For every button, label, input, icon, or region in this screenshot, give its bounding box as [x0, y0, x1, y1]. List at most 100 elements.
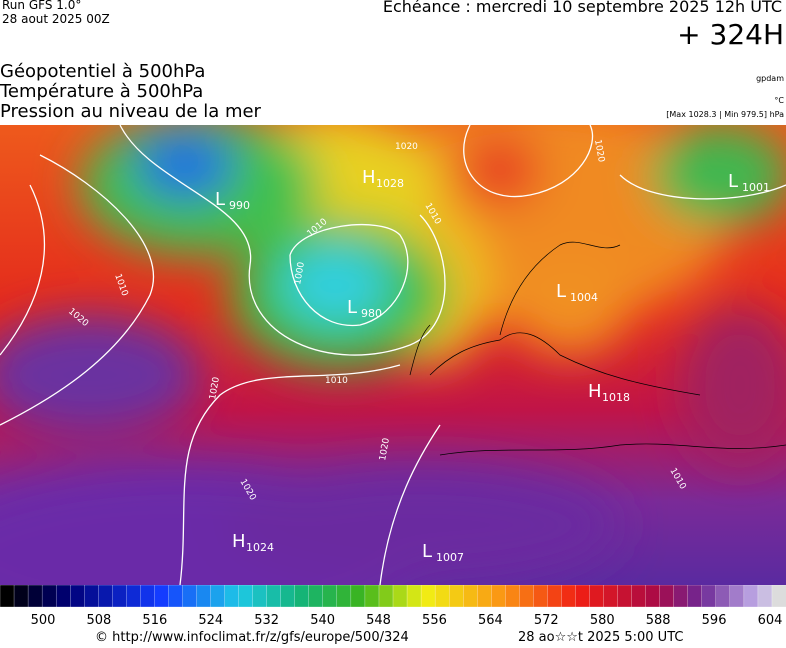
colorbar-label: 572	[534, 613, 559, 628]
pressure-kind: H	[588, 381, 602, 402]
isobar-label: 1000	[293, 261, 307, 286]
colorbar-swatch	[406, 585, 422, 608]
pressure-value: 990	[229, 199, 250, 212]
field: Géopotentiel à 500hPa	[0, 61, 206, 82]
colorbar-swatch	[463, 585, 478, 608]
colorbar-swatch	[392, 585, 408, 608]
colorbar-swatch	[350, 585, 366, 608]
colorbar-swatch	[673, 585, 689, 608]
colorbar-label: 564	[478, 613, 503, 628]
colorbar-swatch	[575, 585, 591, 608]
pressure-value: 980	[361, 307, 382, 320]
colorbar-swatch	[729, 585, 745, 608]
unit: [Max 1028.3 | Min 979.5] hPa	[666, 110, 784, 119]
colorbar-label: 580	[590, 613, 615, 628]
colorbar-swatch	[533, 585, 549, 608]
pressure-kind: H	[362, 167, 376, 188]
colorbar-swatch	[238, 585, 254, 608]
unit: gpdam	[756, 74, 784, 83]
isobar-label: 1010	[325, 376, 348, 386]
colorbar-label: 604	[758, 613, 783, 628]
run: Run GFS 1.0°	[2, 0, 82, 12]
colorbar-swatch	[364, 585, 380, 608]
colorbar-swatch	[589, 585, 605, 608]
valid-time: Echéance : mercredi 10 septembre 2025 12…	[382, 0, 782, 16]
colorbar-swatch	[112, 585, 127, 608]
temperature-field	[0, 125, 786, 585]
colorbar-swatch	[701, 585, 717, 608]
isobar-label: 1020	[378, 437, 392, 462]
colorbar-swatch	[308, 585, 324, 608]
colorbar-swatch	[55, 585, 71, 608]
colorbar-swatch	[182, 585, 198, 608]
colorbar-swatch	[0, 585, 15, 608]
colorbar-swatch	[491, 585, 506, 608]
colorbar-swatch	[266, 585, 282, 608]
colorbar-swatch	[743, 585, 759, 608]
colorbar-swatch	[70, 585, 85, 608]
pressure-value: 1007	[436, 551, 464, 564]
pressure-value: 1001	[742, 181, 770, 194]
isobar-label: 1020	[395, 142, 418, 152]
colorbar-swatch	[140, 585, 156, 608]
isobars	[0, 125, 786, 585]
colorbar-swatch	[687, 585, 703, 608]
colorbar-label: 524	[198, 613, 223, 628]
colorbar-swatch	[126, 585, 142, 608]
colorbar-swatch	[84, 585, 99, 608]
colorbar-swatch	[477, 585, 492, 608]
colorbar-swatch	[224, 585, 240, 608]
colorbar-swatch	[196, 585, 212, 608]
pressure-kind: H	[232, 531, 246, 552]
pressure-kind: L	[422, 541, 432, 562]
colorbar-swatch	[294, 585, 310, 608]
colorbar-swatch	[210, 585, 226, 608]
colorbar-label: 516	[142, 613, 167, 628]
colorbar-swatch	[280, 585, 296, 608]
pressure-value: 1018	[602, 391, 630, 404]
pressure-value: 1024	[246, 541, 274, 554]
colorbar-label: 532	[254, 613, 279, 628]
colorbar-swatch	[27, 585, 43, 608]
colorbar-swatch	[519, 585, 535, 608]
generated: 28 ao☆☆t 2025 5:00 UTC	[518, 630, 684, 645]
field: Température à 500hPa	[0, 81, 204, 102]
colorbar-label: 596	[702, 613, 727, 628]
colorbar-swatch	[252, 585, 268, 608]
unit: °C	[774, 96, 784, 105]
colorbar-swatch	[771, 585, 786, 608]
colorbar-swatch	[715, 585, 731, 608]
pressure-kind: L	[556, 281, 566, 302]
colorbar-swatch	[645, 585, 661, 608]
run-date: 28 aout 2025 00Z	[2, 12, 110, 26]
lead-time: + 324H	[677, 18, 784, 51]
colorbar-label: 556	[422, 613, 447, 628]
isobar-label: 1020	[592, 139, 606, 164]
colorbar-swatch	[98, 585, 113, 608]
colorbar-swatch	[322, 585, 338, 608]
colorbar-swatch	[505, 585, 520, 608]
pressure-kind: L	[728, 171, 738, 192]
colorbar-swatch	[336, 585, 352, 608]
colorbar-swatch	[448, 585, 464, 608]
colorbar-swatch	[631, 585, 647, 608]
colorbar-swatch	[659, 585, 675, 608]
colorbar-swatch	[547, 585, 563, 608]
colorbar-label: 548	[366, 613, 391, 628]
colorbar-swatch	[168, 585, 184, 608]
colorbar-label: 500	[31, 613, 56, 628]
pressure-value: 1028	[376, 177, 404, 190]
colorbar-label: 508	[87, 613, 112, 628]
field: Pression au niveau de la mer	[0, 101, 261, 122]
colorbar-swatch	[41, 585, 57, 608]
colorbar-label: 540	[310, 613, 335, 628]
colorbar-swatch	[603, 585, 619, 608]
source: © http://www.infoclimat.fr/z/gfs/europe/…	[95, 630, 409, 645]
colorbar-swatch	[617, 585, 633, 608]
pressure-kind: L	[215, 189, 225, 210]
colorbar-label: 588	[646, 613, 671, 628]
isobar-label: 1020	[208, 376, 222, 401]
coastlines	[409, 241, 786, 456]
